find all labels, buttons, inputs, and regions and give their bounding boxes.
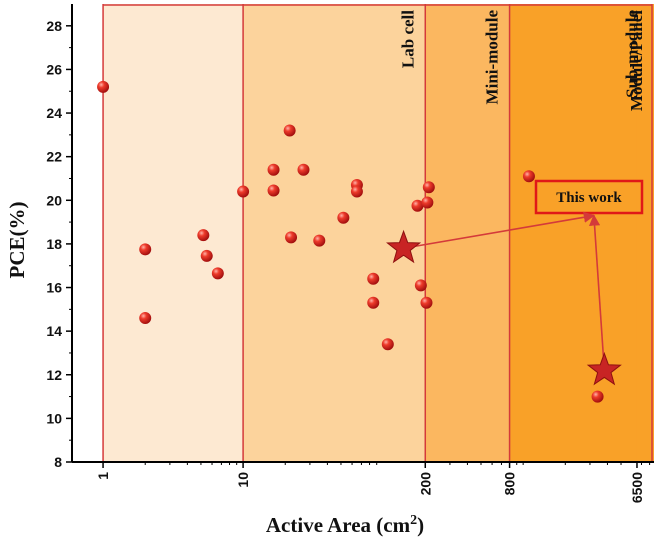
region-band-0 [103,4,244,462]
x-tick-label: 800 [502,472,518,496]
y-tick-label: 18 [46,236,62,252]
data-point [367,272,380,285]
data-point [337,211,350,224]
points-layer [97,80,604,403]
data-point [139,243,152,256]
data-point [297,163,310,176]
data-point [211,267,224,280]
data-point [420,296,433,309]
y-tick-label: 10 [46,410,62,426]
data-point [591,390,604,403]
y-tick-label: 28 [46,18,62,34]
this-work-text: This work [556,190,622,206]
data-point [367,296,380,309]
region-band-1 [243,4,426,462]
data-point [200,249,213,262]
x-tick-label: 1 [95,472,111,480]
y-tick-label: 22 [46,149,62,165]
data-point [414,279,427,292]
x-tick-label: 200 [417,472,433,496]
data-point [422,181,435,194]
y-tick-label: 12 [46,367,62,383]
data-point [197,229,210,242]
data-point [267,184,280,197]
this-work-star [586,351,622,386]
y-tick-label: 8 [54,454,62,470]
region-label-4: Module/Panel [627,10,646,111]
annotation-layer: This work [386,179,644,386]
region-label-3: Sub-module [623,10,642,98]
y-tick-label: 24 [46,105,62,121]
data-point [267,163,280,176]
y-tick-label: 26 [46,61,62,77]
this-work-arrow-0 [403,211,595,250]
data-point [421,196,434,209]
regions-layer [103,4,654,462]
data-point [411,199,424,212]
x-tick-label: 6500 [629,472,645,503]
data-point [522,170,535,183]
region-labels-layer: Lab cell Mini-module Sub-moduleModule/Pane… [398,10,646,112]
data-point [139,312,152,325]
data-point [97,80,110,93]
this-work-star [386,229,422,264]
y-tick-label: 14 [46,323,62,339]
x-axis-title: Active Area (cm2) [266,513,424,537]
y-axis-title: PCE(%) [5,202,29,279]
x-tick-label: 10 [235,472,251,488]
data-point [283,124,296,137]
data-point [285,231,298,244]
y-tick-label: 20 [46,192,62,208]
this-work-arrow-1 [588,214,606,371]
data-point [237,185,250,198]
data-point [350,185,363,198]
data-point [313,234,326,247]
region-band-4 [636,4,654,462]
region-label-2: Mini-module [483,10,502,105]
boundaries-layer [102,4,653,462]
region-band-3 [509,4,650,462]
axes-layer: 8 10 12 14 16 18 20 22 24 26 28 1 10 200 800 6500 [46,4,654,503]
y-tick-label: 16 [46,280,62,296]
region-label-1: Lab cell [398,10,417,68]
data-point [381,338,394,351]
